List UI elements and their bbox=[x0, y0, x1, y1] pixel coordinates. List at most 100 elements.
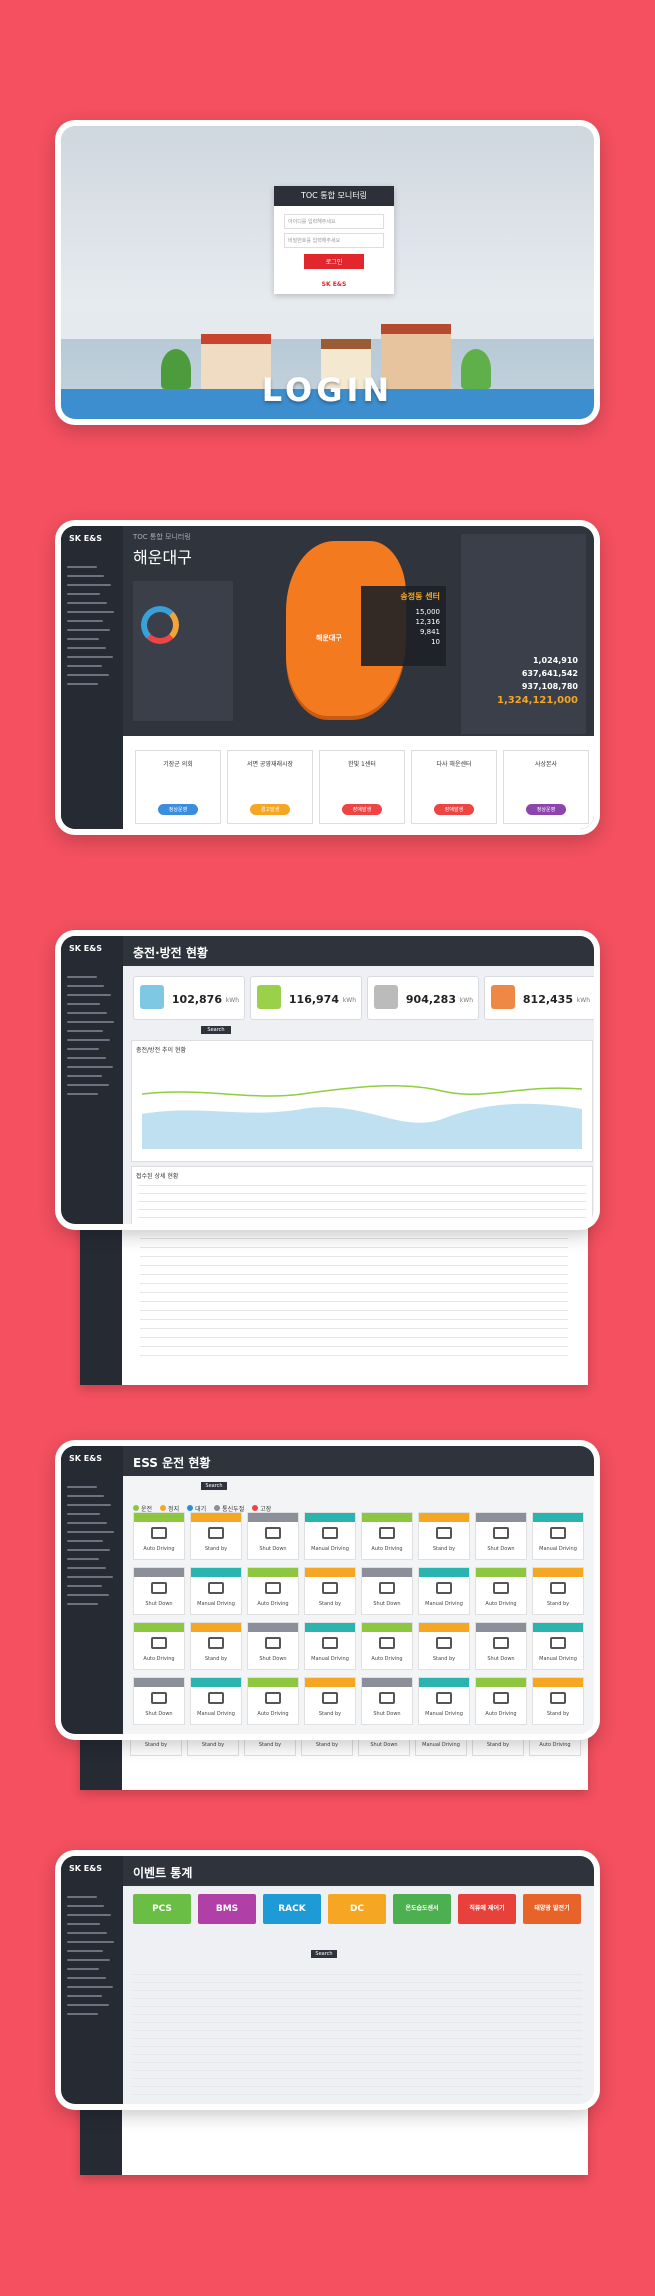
unit-state: Auto Driving bbox=[257, 1711, 289, 1717]
center-stat: 10 bbox=[431, 638, 440, 646]
card-button[interactable]: 장애발생 bbox=[434, 804, 474, 815]
tree bbox=[161, 349, 191, 389]
unit-header bbox=[476, 1678, 526, 1687]
pw-input[interactable]: 비밀번호를 입력해주세요 bbox=[284, 233, 384, 248]
logo: SK E&S bbox=[69, 944, 102, 953]
unit-icon bbox=[436, 1582, 452, 1594]
card-button[interactable]: 정상운영 bbox=[526, 804, 566, 815]
unit-header bbox=[419, 1513, 469, 1522]
menu-item bbox=[67, 602, 107, 604]
unit-state: Shut Down bbox=[259, 1546, 287, 1552]
kpi-card: 904,283 kWh bbox=[367, 976, 479, 1020]
unit-state: Stand by bbox=[432, 1656, 456, 1662]
kpi-card: 102,876 kWh bbox=[133, 976, 245, 1020]
card-button[interactable]: 경고발생 bbox=[250, 804, 290, 815]
event-tile: DC bbox=[328, 1894, 386, 1924]
ess-unit: Shut Down bbox=[361, 1567, 413, 1615]
legend-dot bbox=[160, 1505, 167, 1511]
legend-dot bbox=[133, 1505, 139, 1511]
unit-header bbox=[134, 1623, 184, 1632]
table-row bbox=[133, 2014, 582, 2015]
house bbox=[321, 339, 371, 389]
logo: SK E&S bbox=[69, 1454, 102, 1463]
card-title: 다사 해운센터 bbox=[436, 761, 472, 768]
right-panel: 1,024,910 637,641,542 937,108,780 1,324,121… bbox=[461, 534, 586, 734]
ess-unit: Shut Down bbox=[133, 1677, 185, 1725]
table-row bbox=[140, 1238, 568, 1239]
table-row bbox=[133, 2030, 582, 2031]
unit-icon bbox=[265, 1637, 281, 1649]
menu-item bbox=[67, 1003, 100, 1005]
ess-unit: Shut Down bbox=[361, 1677, 413, 1725]
topbar bbox=[61, 936, 594, 966]
unit-header bbox=[248, 1513, 298, 1522]
menu-item bbox=[67, 1075, 102, 1077]
unit-header bbox=[533, 1623, 583, 1632]
sidebar: SK E&S bbox=[61, 1856, 123, 2104]
ess-unit: Manual Driving bbox=[418, 1567, 470, 1615]
unit-icon bbox=[436, 1527, 452, 1539]
card-title: 한빛 1센터 bbox=[348, 761, 376, 768]
ess-frame: SK E&S ESS 운전 현황 Search 운전 정지 대기 통신두절 고장 Aut… bbox=[55, 1440, 600, 1740]
kpi-icon bbox=[374, 985, 398, 1009]
unit-state: Stand by bbox=[546, 1711, 570, 1717]
sidebar: SK E&S bbox=[61, 526, 123, 829]
table-row bbox=[140, 1292, 568, 1293]
ess-unit: Manual Driving bbox=[304, 1512, 356, 1560]
menu-item bbox=[67, 584, 111, 586]
unit-state: Shut Down bbox=[145, 1601, 173, 1607]
table-row bbox=[140, 1346, 568, 1347]
menu-item bbox=[67, 665, 102, 667]
unit-state: Shut Down bbox=[487, 1546, 515, 1552]
unit-header bbox=[191, 1678, 241, 1687]
unit-icon bbox=[322, 1527, 338, 1539]
search-button[interactable]: Search bbox=[201, 1026, 231, 1034]
search-button[interactable]: Search bbox=[311, 1950, 337, 1958]
legend-item: 대기 bbox=[187, 1504, 206, 1513]
chart bbox=[142, 1084, 582, 1149]
center-stat: 9,841 bbox=[419, 628, 440, 636]
card-title: 사상본사 bbox=[534, 761, 558, 768]
menu-item bbox=[67, 629, 110, 631]
table-row bbox=[140, 1301, 568, 1302]
menu-item bbox=[67, 1585, 102, 1587]
id-input[interactable]: 아이디를 입력해주세요 bbox=[284, 214, 384, 229]
kpi-value: 102,876 bbox=[171, 993, 222, 1006]
charge-screen: SK E&S 충전·방전 현황 Search 충전/방전 추이 현황 접수된 상… bbox=[61, 936, 594, 1224]
ess-unit: Shut Down bbox=[475, 1512, 527, 1560]
unit-header bbox=[533, 1678, 583, 1687]
search-button[interactable]: Search bbox=[201, 1482, 227, 1490]
region-title: 해운대구 bbox=[133, 548, 192, 567]
legend-label: 통신두절 bbox=[222, 1506, 245, 1513]
menu-item bbox=[67, 1941, 114, 1943]
unit-state: Manual Driving bbox=[425, 1601, 463, 1607]
table-row bbox=[133, 2046, 582, 2047]
menu-item bbox=[67, 1540, 103, 1542]
menu-item bbox=[67, 611, 114, 613]
unit-header bbox=[476, 1623, 526, 1632]
menu-item bbox=[67, 1495, 104, 1497]
table-row bbox=[133, 1974, 582, 1975]
legend-item: 운전 bbox=[133, 1504, 152, 1513]
unit-header bbox=[362, 1568, 412, 1577]
legend-item: 정지 bbox=[160, 1504, 179, 1513]
table-title: 접수된 상세 현황 bbox=[136, 1173, 179, 1180]
card-title: 서면 공영재래시장 bbox=[246, 761, 294, 768]
ess-unit: Auto Driving bbox=[133, 1622, 185, 1670]
card-button[interactable]: 장애발생 bbox=[342, 804, 382, 815]
menu-item bbox=[67, 1576, 113, 1578]
unit-state: Stand by bbox=[486, 1742, 510, 1748]
unit-icon bbox=[493, 1582, 509, 1594]
legend-item: 통신두절 bbox=[214, 1504, 244, 1513]
legend-label: 고장 bbox=[260, 1506, 272, 1513]
table-row bbox=[133, 2086, 582, 2087]
card-button[interactable]: 정상운영 bbox=[158, 804, 198, 815]
chart-box: 충전/방전 추이 현황 bbox=[131, 1040, 593, 1162]
unit-icon bbox=[208, 1637, 224, 1649]
menu-item bbox=[67, 1995, 102, 1997]
topbar bbox=[61, 1856, 594, 1886]
login-button[interactable]: 로그인 bbox=[304, 254, 364, 269]
card-title: 기장군 의회 bbox=[163, 761, 193, 768]
